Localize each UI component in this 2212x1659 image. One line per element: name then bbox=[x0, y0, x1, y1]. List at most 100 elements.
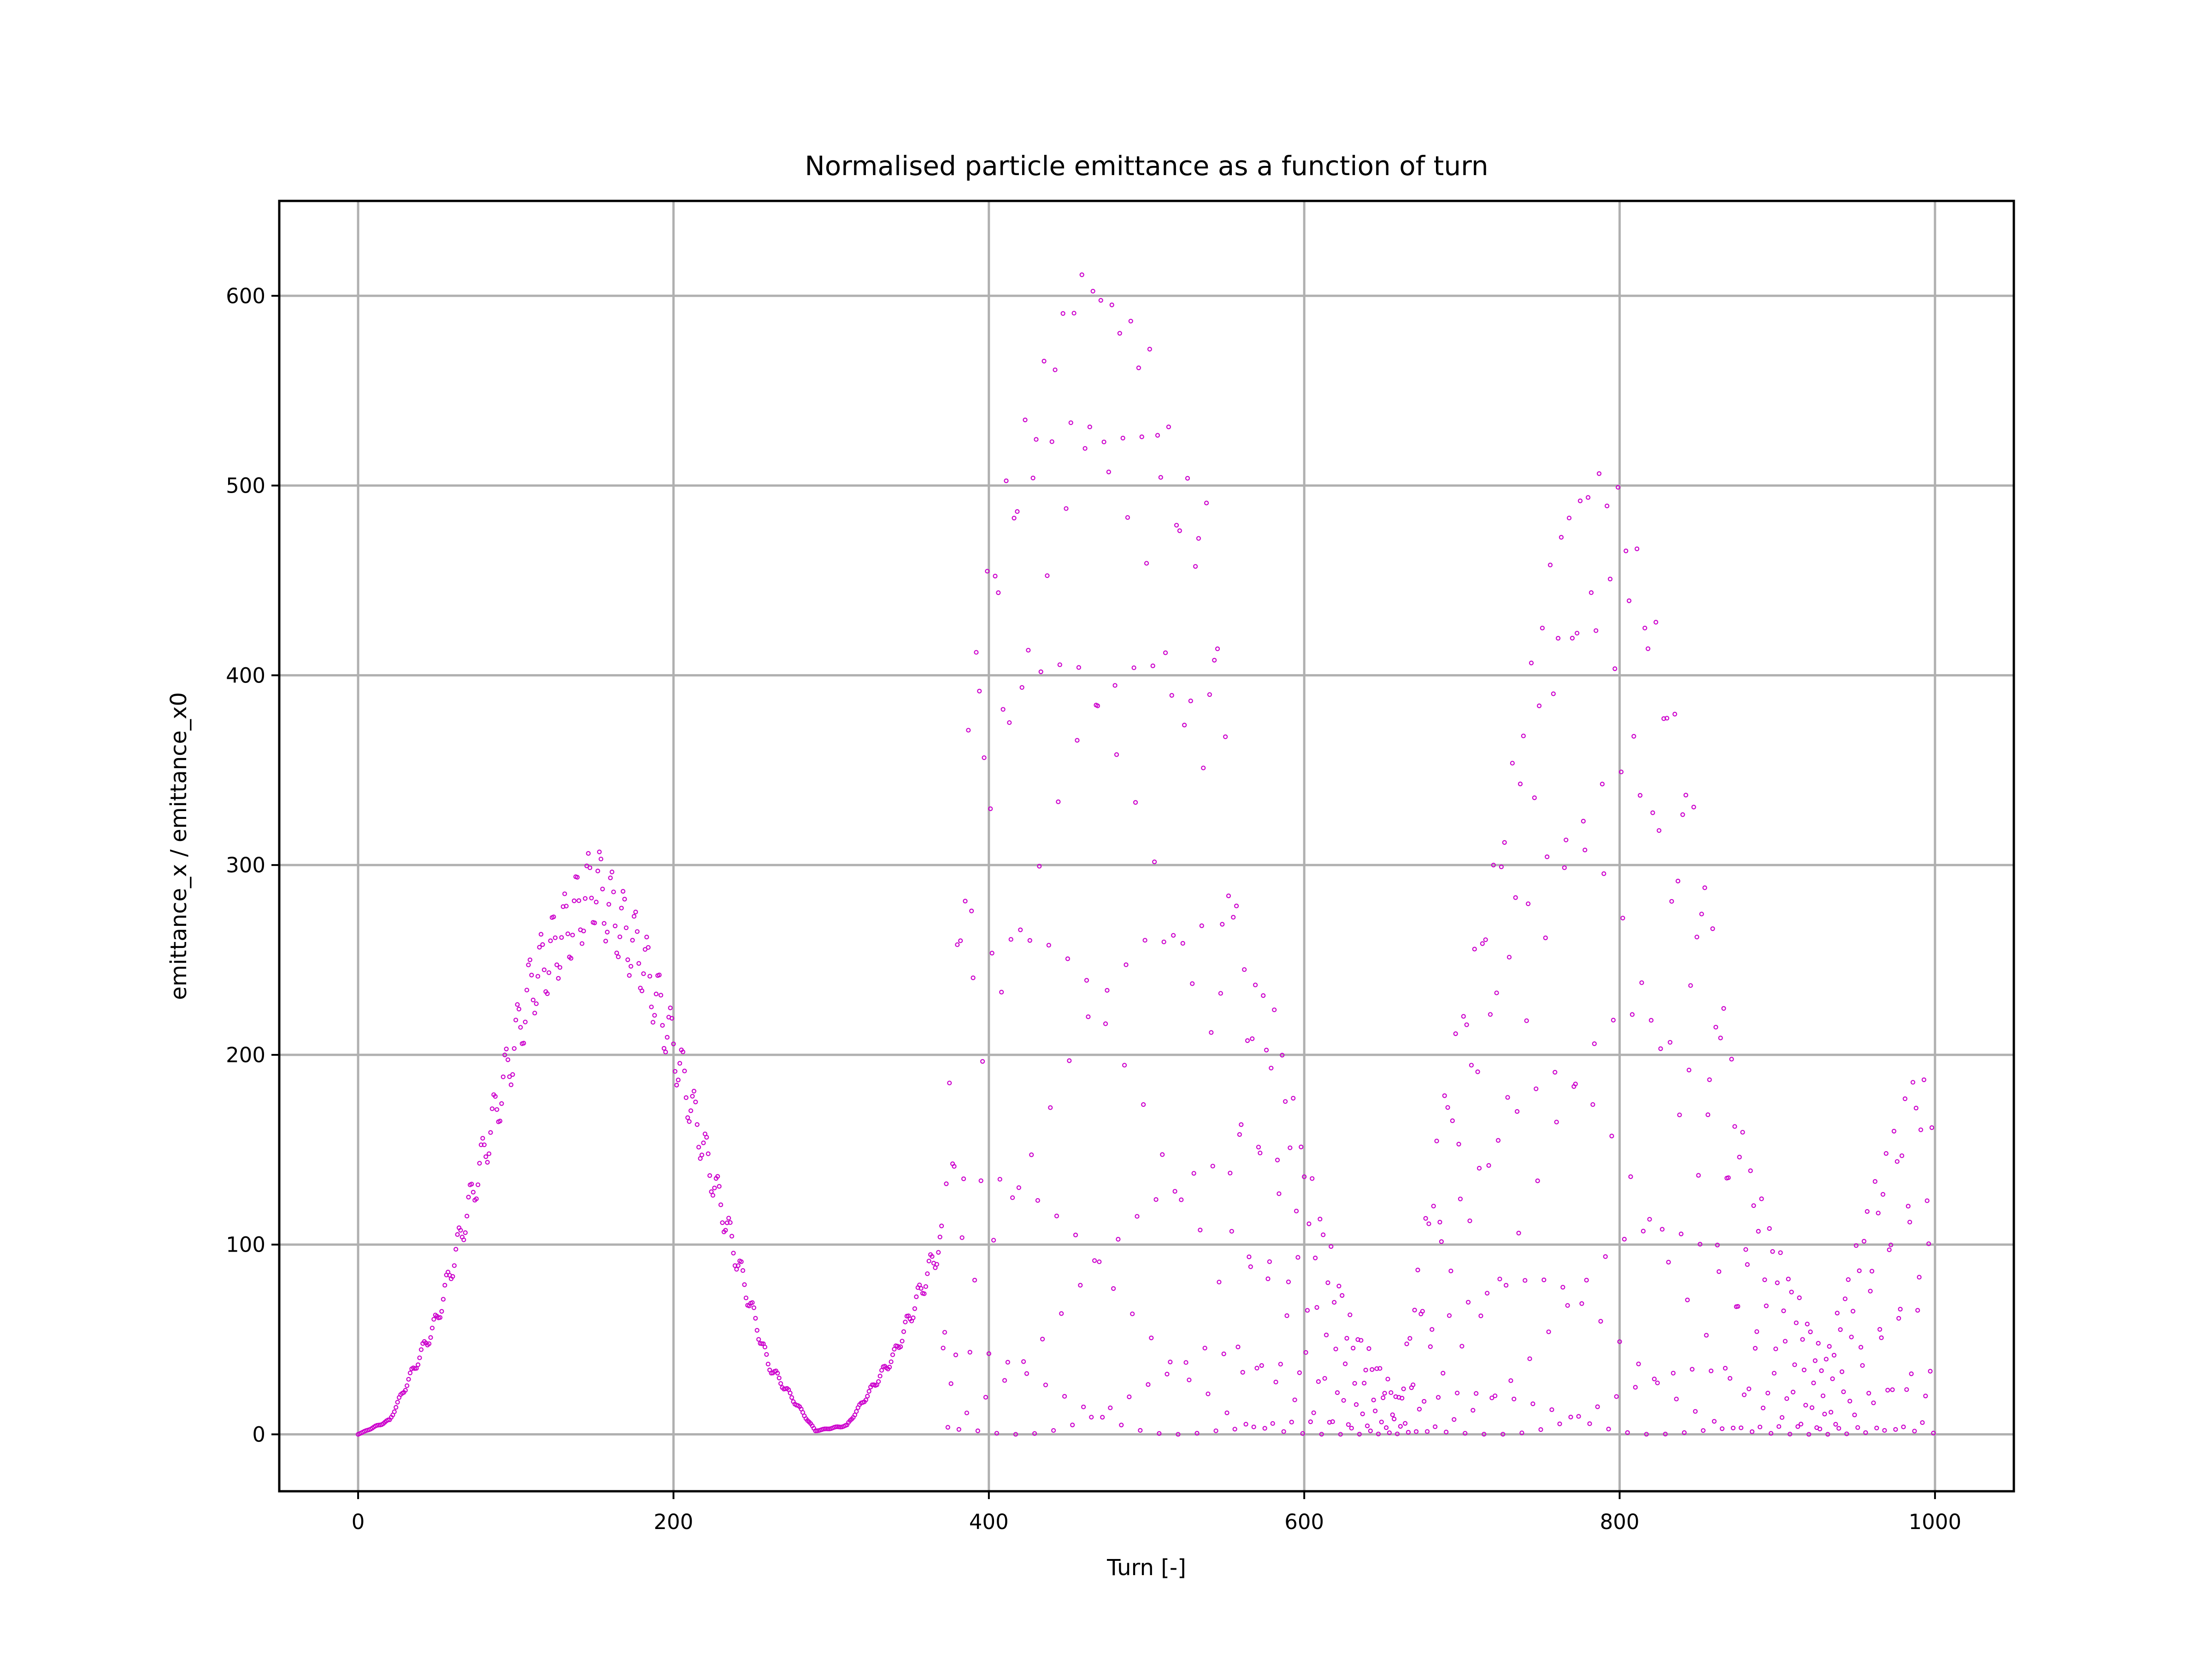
data-point bbox=[1797, 1295, 1802, 1300]
data-point bbox=[652, 1013, 657, 1018]
data-point bbox=[1795, 1424, 1800, 1429]
data-point bbox=[1130, 1311, 1135, 1317]
data-point bbox=[1828, 1410, 1834, 1415]
data-point bbox=[1482, 1432, 1487, 1437]
data-point bbox=[879, 1368, 884, 1373]
data-point bbox=[556, 976, 561, 981]
data-point bbox=[1777, 1424, 1782, 1429]
data-point bbox=[1853, 1243, 1859, 1248]
data-point bbox=[1635, 546, 1640, 552]
data-point bbox=[1435, 1395, 1441, 1400]
data-point bbox=[754, 1328, 759, 1333]
data-point bbox=[437, 1315, 443, 1320]
data-point bbox=[1581, 818, 1586, 824]
data-point bbox=[1555, 635, 1561, 641]
data-point bbox=[571, 898, 577, 903]
data-point bbox=[1111, 1286, 1116, 1291]
data-point bbox=[996, 590, 1001, 595]
data-point bbox=[1836, 1426, 1841, 1431]
data-point bbox=[1861, 1239, 1867, 1244]
data-point bbox=[1103, 1021, 1108, 1026]
data-point bbox=[1209, 1030, 1214, 1035]
data-point bbox=[1702, 885, 1707, 890]
data-point bbox=[1842, 1296, 1847, 1301]
data-point bbox=[1133, 800, 1138, 805]
data-point bbox=[1463, 1431, 1468, 1436]
data-point bbox=[1064, 506, 1069, 511]
data-point bbox=[694, 1122, 700, 1127]
data-point bbox=[1713, 1024, 1718, 1030]
data-point bbox=[1090, 288, 1095, 294]
data-point bbox=[1250, 1036, 1255, 1041]
data-point bbox=[1354, 1402, 1359, 1407]
data-point bbox=[1366, 1346, 1371, 1351]
data-point bbox=[471, 1189, 476, 1195]
data-point bbox=[1494, 990, 1499, 995]
data-point bbox=[559, 935, 564, 940]
data-point bbox=[1646, 646, 1651, 651]
data-point bbox=[1866, 1391, 1871, 1396]
data-point bbox=[1540, 625, 1545, 630]
data-point bbox=[1783, 1339, 1788, 1344]
data-point bbox=[994, 1431, 1000, 1436]
data-point bbox=[529, 972, 534, 977]
data-point bbox=[1120, 435, 1125, 441]
data-point bbox=[1218, 991, 1223, 996]
data-point bbox=[1078, 1282, 1083, 1288]
data-point bbox=[1719, 1426, 1725, 1431]
data-point bbox=[742, 1282, 747, 1287]
data-point bbox=[696, 1145, 701, 1150]
data-point bbox=[877, 1373, 882, 1379]
data-point bbox=[1464, 1022, 1469, 1027]
data-point bbox=[485, 1160, 490, 1165]
data-point bbox=[777, 1376, 782, 1381]
y-tick-label: 300 bbox=[226, 853, 265, 877]
data-point bbox=[1913, 1106, 1918, 1111]
x-axis-label: Turn [-] bbox=[1106, 1555, 1186, 1581]
data-point bbox=[1442, 1093, 1447, 1098]
data-point bbox=[624, 925, 629, 930]
data-point bbox=[969, 908, 974, 913]
data-point bbox=[1288, 1145, 1293, 1150]
data-point bbox=[1767, 1226, 1772, 1231]
data-point bbox=[649, 1004, 654, 1010]
data-point bbox=[1420, 1309, 1425, 1314]
data-point bbox=[1474, 1391, 1479, 1396]
data-point bbox=[1844, 1431, 1849, 1436]
x-tick-label: 600 bbox=[1284, 1510, 1324, 1534]
data-point bbox=[1182, 723, 1187, 728]
data-point bbox=[986, 1351, 991, 1356]
data-point bbox=[1160, 1152, 1165, 1157]
data-point bbox=[1515, 1109, 1520, 1114]
data-point bbox=[693, 1100, 698, 1105]
data-point bbox=[455, 1232, 460, 1237]
data-point bbox=[1146, 1382, 1151, 1387]
data-point bbox=[709, 1189, 714, 1194]
data-point bbox=[1721, 1006, 1726, 1011]
data-point bbox=[1696, 1173, 1701, 1178]
data-point bbox=[1221, 1351, 1226, 1356]
data-point bbox=[1928, 1369, 1933, 1374]
data-point bbox=[1166, 424, 1171, 429]
data-point bbox=[541, 967, 547, 972]
data-point bbox=[1671, 1371, 1676, 1376]
data-point bbox=[1519, 1430, 1524, 1435]
data-point bbox=[1023, 418, 1028, 423]
data-point bbox=[594, 900, 599, 905]
data-point bbox=[1641, 1229, 1646, 1234]
data-point bbox=[1165, 1371, 1170, 1377]
data-point bbox=[406, 1377, 411, 1382]
data-point bbox=[1850, 1309, 1856, 1314]
data-point bbox=[1169, 693, 1174, 698]
data-point bbox=[1174, 523, 1179, 528]
data-point bbox=[1839, 1369, 1845, 1374]
data-point bbox=[668, 1005, 673, 1011]
data-point bbox=[1888, 1242, 1894, 1247]
data-point bbox=[579, 941, 585, 946]
data-point bbox=[1775, 1280, 1780, 1285]
data-point bbox=[616, 954, 621, 959]
data-point bbox=[575, 875, 580, 880]
data-point bbox=[1357, 1432, 1362, 1437]
data-point bbox=[1475, 1069, 1480, 1074]
data-point bbox=[1765, 1390, 1771, 1396]
